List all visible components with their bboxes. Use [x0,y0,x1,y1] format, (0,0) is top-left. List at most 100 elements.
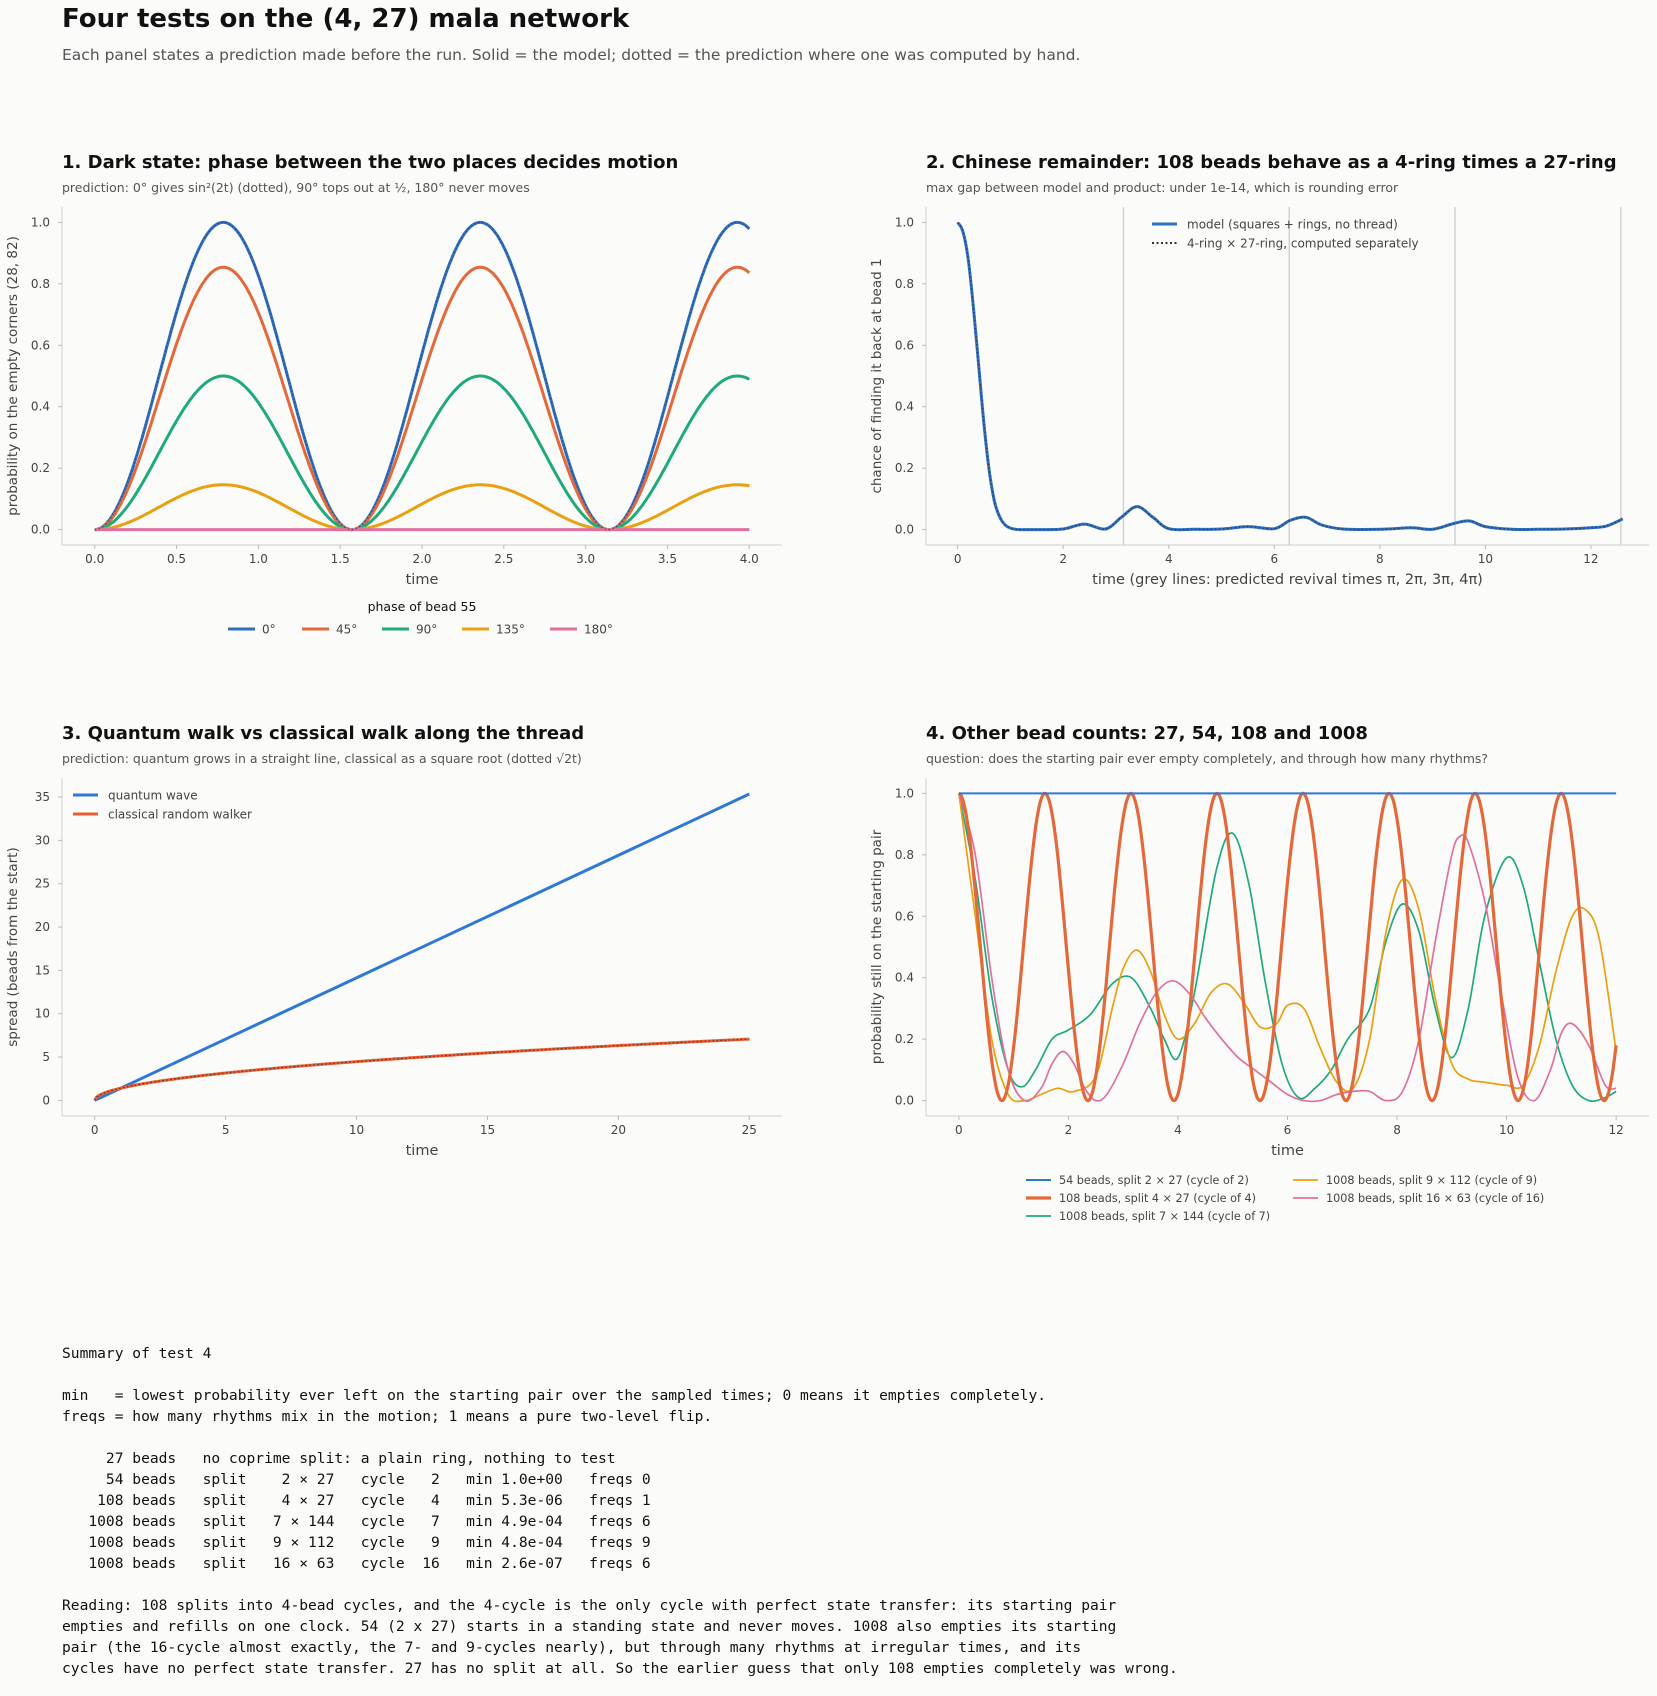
legend-label: 1008 beads, split 9 × 112 (cycle of 9) [1326,1174,1537,1187]
y-tick-label: 35 [35,790,50,804]
series-line [94,374,751,532]
y-tick-label: 0 [42,1093,50,1107]
y-tick-label: 10 [35,1007,50,1021]
legend-label: 135° [496,623,525,637]
legend-title: phase of bead 55 [368,599,477,614]
legend: 54 beads, split 2 × 27 (cycle of 2) 108 b… [1026,1174,1544,1223]
x-tick-label: 25 [742,1123,757,1137]
x-tick-label: 12 [1583,552,1598,566]
series-line [958,793,1617,1103]
series-line [94,220,751,532]
x-tick-label: 4 [1174,1123,1182,1137]
legend-label: 54 beads, split 2 × 27 (cycle of 2) [1059,1174,1249,1187]
panel-subtitle: question: does the starting pair ever em… [926,751,1489,766]
legend: phase of bead 55 0° 45° 90° 135° 180° [228,599,613,637]
y-tick-label: 0.6 [895,909,914,923]
panel-subtitle: prediction: quantum grows in a straight … [62,751,582,766]
series-line [93,1037,750,1102]
x-axis-label: time [1271,1143,1304,1159]
chart-svg: 0.0 0.5 1.0 1.5 2.0 2.5 3.0 3.5 4.0 0.0 0.2 0.4 0.6 0… [5,207,782,637]
x-tick-label: 2 [1059,552,1067,566]
y-tick-label: 0.4 [31,400,50,414]
chart-panel-chinese-remainder: 2. Chinese remainder: 108 beads behave a… [869,152,1657,682]
x-axis-label: time [406,572,439,588]
x-tick-label: 6 [1270,552,1278,566]
series-line [958,793,1617,1103]
chart-svg: 0 5 10 15 20 25 0 5 10 15 20 25 30 35 time spread (bead… [5,778,782,1159]
x-axis-label: time [406,1143,439,1159]
series-line [94,483,750,532]
y-tick-label: 0.0 [31,523,50,537]
x-tick-label: 4 [1165,552,1173,566]
x-tick-label: 6 [1284,1123,1292,1137]
y-tick-label: 0.6 [31,338,50,352]
panel-subtitle: prediction: 0° gives sin²(2t) (dotted), … [62,180,530,195]
x-tick-label: 10 [1478,552,1493,566]
x-tick-label: 15 [480,1123,495,1137]
x-tick-label: 3.0 [576,552,595,566]
y-tick-label: 0.2 [895,1032,914,1046]
panel-title: 3. Quantum walk vs classical walk along … [62,723,585,744]
y-tick-label: 1.0 [31,215,50,229]
legend-label: 45° [336,623,357,637]
x-tick-label: 2.0 [412,552,431,566]
y-tick-label: 0.8 [895,277,914,291]
legend-label: 1008 beads, split 16 × 63 (cycle of 16) [1326,1192,1544,1205]
chart-panel-bead-counts: 4. Other bead counts: 27, 54, 108 and 10… [869,723,1657,1253]
y-axis-label: chance of finding it back at bead 1 [869,258,885,493]
x-tick-label: 2.5 [494,552,513,566]
page-subtitle: Each panel states a prediction made befo… [62,46,1081,64]
y-axis-label: probability still on the starting pair [869,829,885,1064]
legend-label: 108 beads, split 4 × 27 (cycle of 4) [1059,1192,1256,1205]
x-tick-label: 8 [1376,552,1384,566]
x-tick-label: 1.0 [249,552,268,566]
legend-label: classical random walker [108,808,252,822]
chart-svg: 0 2 4 6 8 10 12 0.0 0.2 0.4 0.6 0.8 1.0 time (grey li… [869,207,1649,588]
y-tick-label: 0.4 [895,400,914,414]
x-axis-label: time (grey lines: predicted revival time… [1092,572,1483,588]
series-line [94,265,751,532]
legend-label: 1008 beads, split 7 × 144 (cycle of 7) [1059,1210,1270,1223]
x-tick-label: 0 [91,1123,99,1137]
legend-label: 180° [584,623,613,637]
x-tick-label: 1.5 [331,552,350,566]
x-tick-label: 3.5 [658,552,677,566]
y-tick-label: 0.2 [31,461,50,475]
series-line [956,221,1624,532]
x-tick-label: 10 [1499,1123,1514,1137]
panel-title: 1. Dark state: phase between the two pla… [62,152,679,173]
x-tick-label: 0.0 [85,552,104,566]
x-tick-label: 12 [1608,1123,1623,1137]
chart-panel-dark-state: 1. Dark state: phase between the two pla… [5,152,862,682]
prediction-line [957,222,1623,531]
y-tick-label: 30 [35,833,50,847]
y-tick-label: 15 [35,963,50,977]
page-title: Four tests on the (4, 27) mala network [62,4,630,34]
legend-label: model (squares + rings, no thread) [1187,218,1398,232]
y-tick-label: 0.8 [31,277,50,291]
series-line [958,793,1617,1103]
y-tick-label: 5 [42,1050,50,1064]
legend-label: 90° [416,623,437,637]
x-tick-label: 10 [349,1123,364,1137]
x-tick-label: 8 [1393,1123,1401,1137]
x-tick-label: 2 [1065,1123,1073,1137]
panel-title: 2. Chinese remainder: 108 beads behave a… [926,152,1617,173]
legend-label: quantum wave [108,789,198,803]
legend: model (squares + rings, no thread) 4-ring… [1152,218,1419,251]
y-tick-label: 0.0 [895,1094,914,1108]
x-tick-label: 5 [222,1123,230,1137]
summary-text: Summary of test 4 min = lowest probabili… [62,1345,1178,1677]
x-tick-label: 0 [954,552,962,566]
panel-subtitle: max gap between model and product: under… [926,180,1399,195]
y-axis-label: probability on the empty corners (28, 82… [5,236,21,516]
y-tick-label: 0.0 [895,523,914,537]
y-tick-label: 0.6 [895,338,914,352]
panel-title: 4. Other bead counts: 27, 54, 108 and 10… [926,723,1368,744]
x-tick-label: 0 [955,1123,963,1137]
y-tick-label: 1.0 [895,215,914,229]
series-line [94,792,750,1102]
y-tick-label: 1.0 [895,786,914,800]
y-axis-label: spread (beads from the start) [5,847,21,1046]
series-line [958,791,1618,1103]
